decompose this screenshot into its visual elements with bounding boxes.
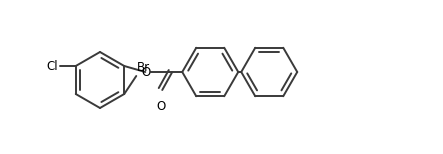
Text: O: O: [142, 65, 151, 79]
Text: Br: Br: [137, 61, 150, 74]
Text: O: O: [157, 100, 166, 113]
Text: Cl: Cl: [46, 59, 58, 73]
